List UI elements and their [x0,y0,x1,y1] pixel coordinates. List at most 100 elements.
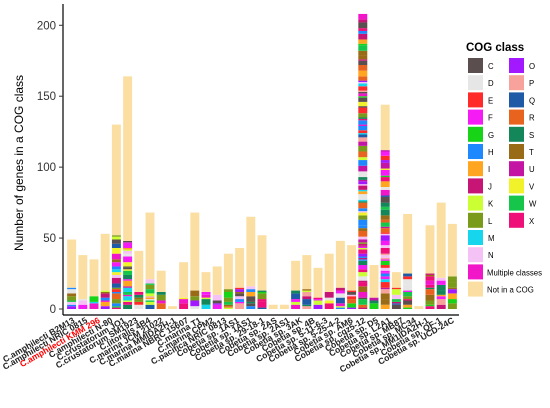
bar-segment [123,280,133,287]
bar-segment [302,291,312,297]
bar-segment [223,289,233,292]
bar-segment [358,91,368,94]
bar-segment [190,290,200,297]
bar-segment [223,291,233,298]
bar-segment [436,290,446,295]
bar-segment [380,240,390,246]
legend-label: D [488,79,494,88]
bar-segment [380,259,390,261]
bar-segment-not-in-cog [123,76,133,241]
bar-segment [358,297,368,300]
bar-segment [358,22,368,29]
bar-segment [391,301,401,304]
legend-label: M [488,234,495,243]
bar-segment [123,301,133,305]
bar-segment [111,236,121,240]
bar-segment [302,289,312,291]
bar-segment [358,118,368,121]
bar-segment [358,272,368,277]
bar-segment [302,306,312,309]
bar-segment-not-in-cog [268,304,278,309]
bar-segment [358,177,368,180]
bar-segment [201,304,211,309]
bar-segment [100,306,110,309]
bar-segment [358,134,368,138]
bar-segment [358,106,368,108]
bar-segment [391,303,401,305]
bar-segment [313,304,323,309]
bar-segment-not-in-cog [436,202,446,278]
bar-segment [380,273,390,277]
bar-segment [436,294,446,297]
bar-segment [100,301,110,307]
bar-segment [223,301,233,305]
bar-segment [403,276,413,280]
bar-segment [291,304,301,309]
bar-segment-not-in-cog [190,212,200,291]
bar-segment [358,45,368,51]
legend-label: H [488,148,494,157]
bar-segment [358,219,368,226]
bar-segment [111,283,121,288]
bar-segment [403,273,413,277]
bar-segment [358,97,368,102]
bar-segment [425,280,435,285]
bar-segment [145,284,155,290]
bar-segment [111,291,121,294]
bar-segment [190,296,200,301]
legend-swatch [468,281,483,297]
bar-segment [358,157,368,161]
legend-swatch [509,75,524,91]
bar-segment [358,19,368,23]
bar-segment [291,293,301,300]
bar-segment [425,284,435,288]
bar-segment [358,43,368,46]
bar-segment [123,291,133,295]
bar-segment [358,228,368,231]
bar-segment [78,304,88,309]
bar-segment [380,279,390,283]
bar-segment [201,291,211,295]
bar-segment [358,126,368,131]
bar-segment [436,304,446,309]
bar-segment [67,287,77,290]
bar-segment [380,168,390,170]
bar-segment [436,277,446,281]
bar-segment [380,272,390,274]
bar-segment-not-in-cog [324,253,334,292]
bar-segment [380,151,390,156]
bar-segment [134,299,144,302]
bar-segment [145,293,155,297]
bar-segment [123,240,133,243]
bar-segment [403,284,413,291]
bar-segment [358,256,368,258]
bar-segment [111,243,121,248]
bar-segment [335,306,345,308]
bar-segment [380,260,390,266]
bar-segment [111,239,121,244]
bar-segment [358,76,368,81]
bar-segment [358,245,368,247]
bar-segment [235,287,245,290]
bar-segment [436,280,446,285]
bar-segment [156,303,166,309]
bar-segment [324,303,334,309]
bar-segment [403,290,413,292]
bar-segment-not-in-cog [167,306,177,309]
bar-segment [358,249,368,254]
bar-segment [223,307,233,309]
bar-segment [123,274,133,280]
bar-segment [123,296,133,301]
bar-segment [380,253,390,256]
bar-segment [358,307,368,309]
bar-segment [380,169,390,176]
bar-segment [335,303,345,307]
bar-segment [358,269,368,273]
bar-segment [403,279,413,285]
legend-swatch [509,92,524,108]
bar-segment [246,306,256,309]
bar-segment [358,90,368,92]
bar-segment [100,293,110,298]
bar-segment [380,289,390,294]
